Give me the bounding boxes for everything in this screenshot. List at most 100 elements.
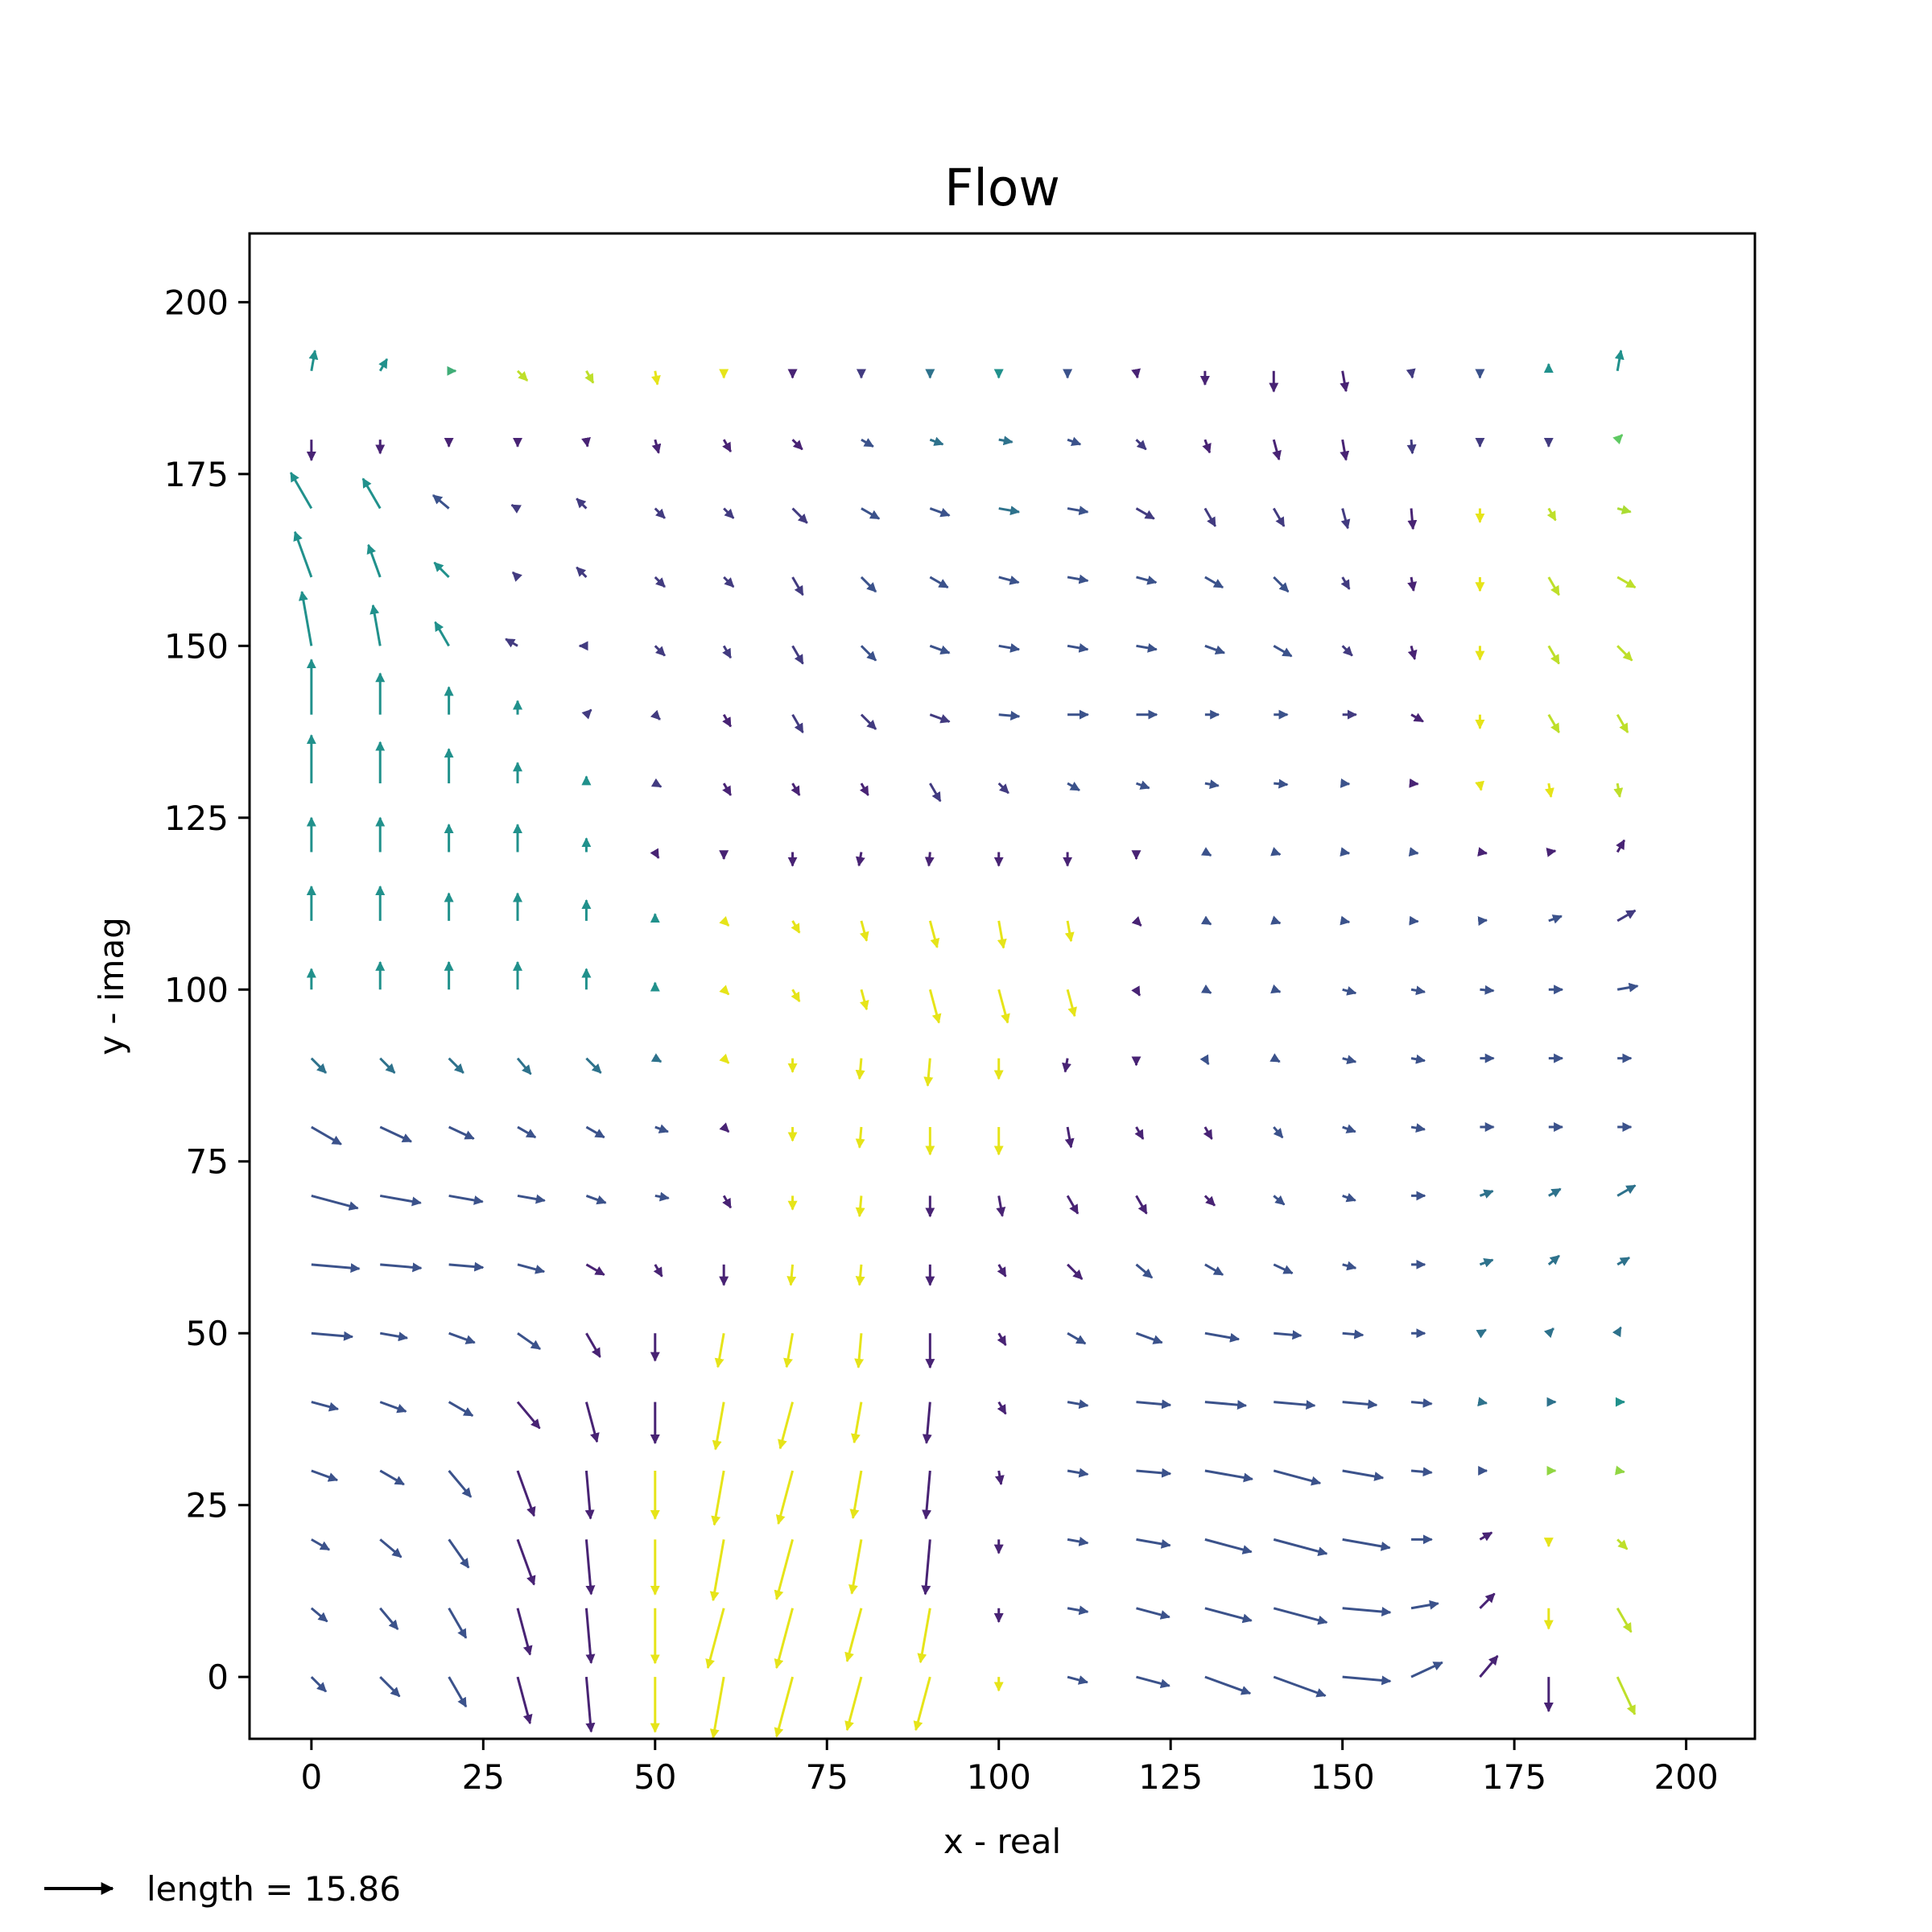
flow-arrow: [774, 1676, 795, 1738]
flow-arrow: [1067, 574, 1089, 584]
flow-arrow: [1406, 368, 1416, 379]
flow-arrow: [1479, 1189, 1494, 1199]
flow-arrow: [1203, 1126, 1213, 1140]
flow-arrow: [1547, 576, 1560, 597]
flow-arrow: [1616, 839, 1626, 853]
flow-arrow: [1340, 439, 1350, 461]
flow-arrow: [584, 1470, 595, 1520]
flow-arrow: [311, 1125, 342, 1146]
flow-arrow: [998, 506, 1021, 516]
flow-arrow: [1067, 1675, 1089, 1685]
flow-arrow: [855, 852, 865, 867]
flow-arrow: [774, 1608, 795, 1670]
flow-arrow: [379, 1469, 405, 1486]
flow-arrow: [859, 989, 869, 1011]
flow-arrow: [786, 1264, 797, 1286]
flow-arrow: [310, 1057, 328, 1074]
flow-arrow: [311, 1469, 339, 1482]
flow-arrow: [1613, 782, 1624, 799]
flow-arrow: [1273, 1263, 1294, 1275]
x-tick-label: 75: [806, 1757, 848, 1797]
x-tick-label: 25: [462, 1757, 505, 1797]
flow-arrow: [1135, 1195, 1148, 1215]
y-tick-label: 0: [207, 1657, 229, 1697]
flow-arrow: [1612, 434, 1624, 445]
flow-arrow: [1273, 1126, 1284, 1139]
flow-arrow: [379, 1538, 402, 1558]
x-tick-label: 125: [1138, 1757, 1203, 1797]
flow-arrow: [1200, 847, 1212, 857]
flow-arrow: [379, 1194, 422, 1207]
flow-arrow: [1204, 1538, 1253, 1554]
flow-arrow: [1062, 1058, 1071, 1073]
flow-arrow: [448, 1538, 470, 1569]
flow-arrow: [922, 1402, 932, 1444]
flow-arrow: [791, 782, 801, 796]
flow-arrow: [1616, 1184, 1637, 1197]
flow-arrow: [585, 1125, 605, 1139]
flow-arrow: [929, 507, 951, 518]
flow-arrow: [929, 782, 942, 803]
flow-arrow: [1273, 1469, 1322, 1486]
flow-arrow: [997, 1264, 1007, 1278]
flow-arrow: [1342, 1399, 1378, 1410]
flow-arrow: [849, 1470, 863, 1520]
flow-arrow: [581, 708, 592, 720]
flow-arrow: [1136, 1399, 1172, 1410]
flow-arrow: [1548, 1187, 1562, 1198]
flow-arrow: [1134, 1126, 1145, 1140]
x-axis-label: x - real: [943, 1822, 1061, 1861]
flow-arrow: [1136, 1675, 1170, 1689]
flow-arrow: [860, 713, 877, 730]
quiver-key: length = 15.86: [44, 1869, 401, 1909]
flow-arrow: [651, 439, 662, 454]
flow-arrow: [585, 1057, 602, 1074]
flow-arrow: [1200, 984, 1212, 994]
flow-arrow: [722, 1195, 733, 1209]
x-tick-label: 175: [1482, 1757, 1546, 1797]
flow-arrow: [860, 645, 877, 662]
flow-arrow: [1548, 914, 1563, 924]
flow-arrow: [719, 1122, 730, 1133]
flow-arrow: [298, 590, 313, 646]
flow-arrow: [448, 1401, 474, 1417]
flow-arrow: [1067, 506, 1089, 516]
flow-arrow: [1136, 1468, 1172, 1478]
flow-arrow: [791, 576, 804, 597]
flow-arrow: [1342, 1261, 1357, 1271]
flow-arrow: [1200, 915, 1212, 926]
flow-arrow: [1274, 1400, 1316, 1410]
flow-arrow: [1136, 1538, 1171, 1549]
flow-arrow: [654, 576, 666, 588]
flow-arrow: [1547, 1254, 1560, 1265]
flow-arrow: [1273, 1195, 1286, 1206]
flow-arrow: [585, 1332, 601, 1358]
flow-arrow: [848, 1539, 863, 1595]
chart-title: Flow: [944, 159, 1060, 217]
flow-arrow: [722, 439, 733, 452]
flow-arrow: [994, 1470, 1005, 1485]
flow-arrow: [929, 713, 951, 724]
flow-arrow: [997, 920, 1007, 949]
flow-arrow: [913, 1676, 931, 1732]
flow-arrow: [1410, 1661, 1443, 1678]
flow-arrow: [505, 638, 518, 648]
flow-arrow: [1342, 1329, 1364, 1340]
flow-arrow: [1067, 1468, 1089, 1478]
flow-arrow: [1274, 1330, 1302, 1340]
flow-arrow: [1131, 916, 1142, 927]
flow-arrow: [1066, 1195, 1080, 1215]
flow-arrow: [1204, 779, 1220, 790]
flow-arrow: [714, 1332, 725, 1368]
flow-arrow: [378, 357, 389, 372]
flow-arrow: [311, 1401, 339, 1412]
flow-arrow: [1342, 1469, 1385, 1481]
flow-arrow: [584, 370, 595, 384]
flow-arrow: [1477, 916, 1488, 927]
flow-arrow: [709, 1539, 725, 1602]
flow-arrow: [516, 1538, 536, 1586]
flow-arrow: [654, 645, 666, 657]
flow-arrow: [650, 778, 663, 788]
flow-arrow: [711, 1470, 725, 1526]
flow-arrow: [1340, 915, 1351, 926]
